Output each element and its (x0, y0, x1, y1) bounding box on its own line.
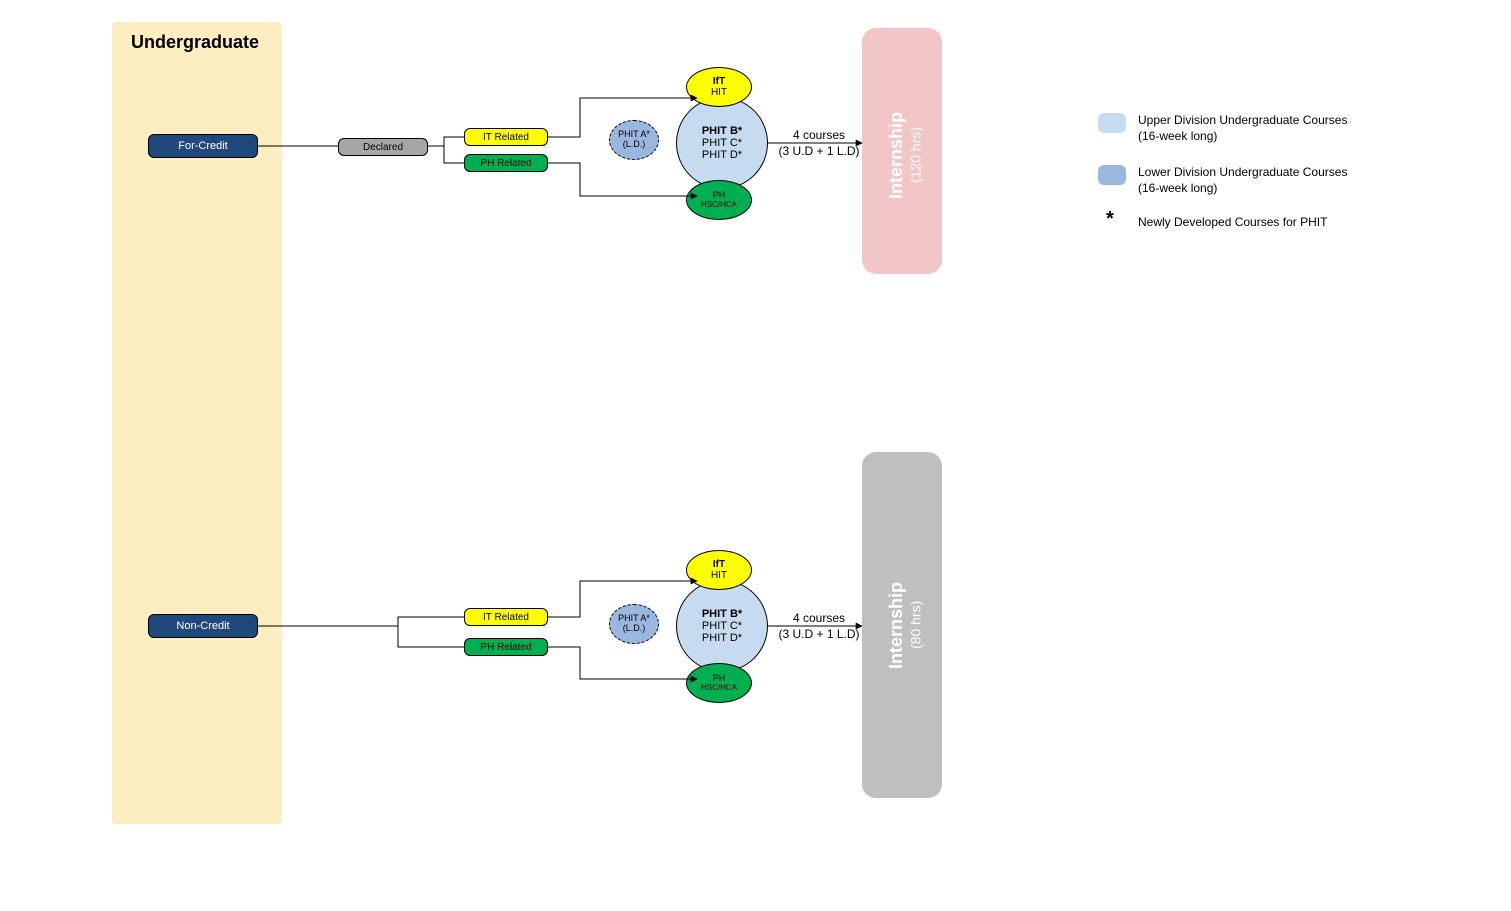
edge-label-top-l1: 4 courses (774, 128, 864, 144)
legend-upper-text: Upper Division Undergraduate Courses (16… (1138, 113, 1347, 144)
legend-lower-swatch (1098, 165, 1126, 185)
internship-bottom-sub: (80 hrs) (908, 560, 925, 690)
ph-related-bottom-node: PH Related (464, 638, 548, 656)
internship-top-title: Internship (886, 112, 906, 199)
page-title: Undergraduate (131, 32, 259, 53)
phit-d-top: PHIT D* (702, 149, 742, 161)
ph-bottom-node: PH HSC/HCA (686, 663, 752, 703)
legend-lower-text: Lower Division Undergraduate Courses (16… (1138, 165, 1347, 196)
edge-label-top-l2: (3 U.D + 1 L.D) (774, 144, 864, 160)
phit-b-bot: PHIT B* (702, 608, 742, 620)
internship-top-sub: (120 hrs) (908, 90, 925, 220)
ift-top-l2: HIT (711, 87, 727, 98)
phit-a-bottom-node: PHIT A* (L.D.) (609, 604, 659, 644)
phit-main-bottom-node: PHIT B* PHIT C* PHIT D* (676, 580, 768, 672)
internship-top-label: Internship (120 hrs) (886, 90, 924, 220)
legend-upper-swatch (1098, 113, 1126, 133)
internship-bottom-label: Internship (80 hrs) (886, 560, 924, 690)
ph-top-node: PH HSC/HCA (686, 180, 752, 220)
phit-a-top-l2: (L.D.) (623, 140, 646, 150)
ph-top-l2: HSC/HCA (701, 201, 737, 210)
phit-c-top: PHIT C* (702, 137, 742, 149)
edge-label-bot-l1: 4 courses (774, 611, 864, 627)
non-credit-node: Non-Credit (148, 614, 258, 638)
phit-a-bot-l2: (L.D.) (623, 624, 646, 634)
ift-bot-l2: HIT (711, 570, 727, 581)
declared-node: Declared (338, 138, 428, 156)
phit-a-top-node: PHIT A* (L.D.) (609, 120, 659, 160)
ift-top-l1: IfT (713, 76, 725, 87)
it-related-bottom-node: IT Related (464, 608, 548, 626)
phit-d-bot: PHIT D* (702, 632, 742, 644)
ift-top-node: IfT HIT (686, 67, 752, 107)
internship-bottom-title: Internship (886, 582, 906, 669)
legend-star-symbol: * (1106, 208, 1114, 231)
phit-c-bot: PHIT C* (702, 620, 742, 632)
edge-label-top: 4 courses (3 U.D + 1 L.D) (774, 128, 864, 159)
edge-label-bot-l2: (3 U.D + 1 L.D) (774, 627, 864, 643)
legend-star-text: Newly Developed Courses for PHIT (1138, 215, 1327, 231)
ph-related-top-node: PH Related (464, 154, 548, 172)
ift-bottom-node: IfT HIT (686, 550, 752, 590)
it-related-top-node: IT Related (464, 128, 548, 146)
ift-bot-l1: IfT (713, 559, 725, 570)
phit-main-top-node: PHIT B* PHIT C* PHIT D* (676, 97, 768, 189)
phit-b-top: PHIT B* (702, 125, 742, 137)
for-credit-node: For-Credit (148, 134, 258, 158)
edge-label-bottom: 4 courses (3 U.D + 1 L.D) (774, 611, 864, 642)
ph-bot-l2: HSC/HCA (701, 684, 737, 693)
